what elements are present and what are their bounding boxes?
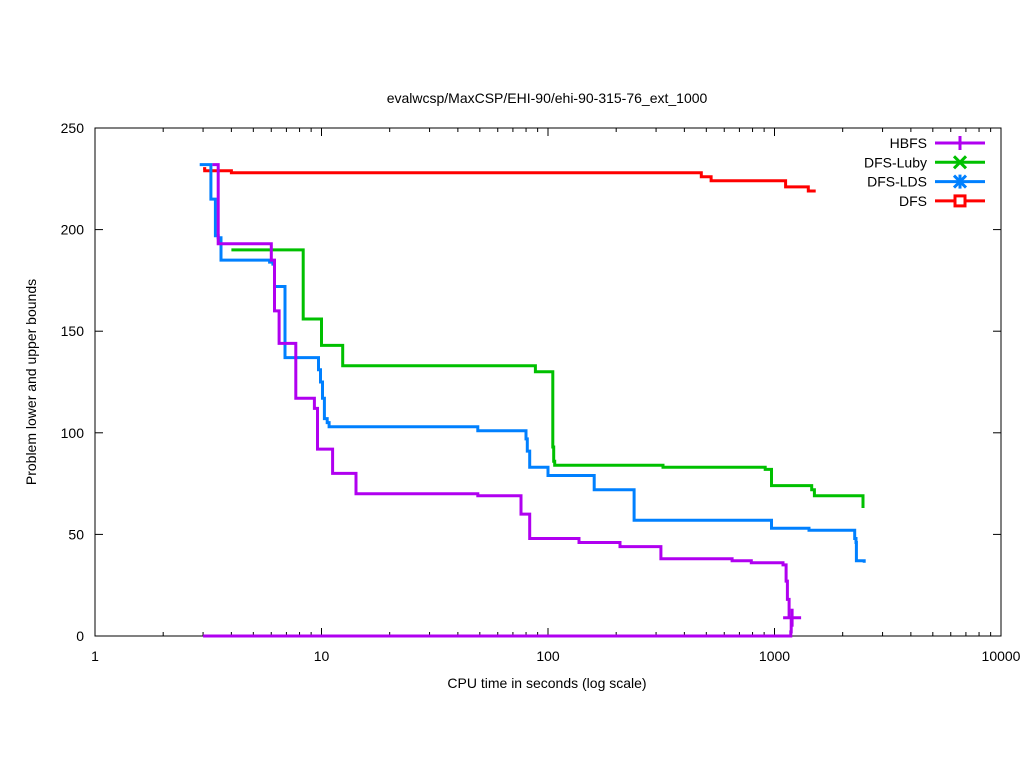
series-lines [199,163,866,638]
series-hbfs-upper-bound [212,163,791,618]
legend-item-dfs: DFS [899,193,985,209]
x-tick-label: 10000 [982,648,1021,664]
x-axis-tick-labels: 1 10 100 1000 10000 [91,648,1021,664]
legend: HBFS DFS-Luby DFS-LDS DFS [864,135,985,209]
series-dfs-luby-upper-bound [231,248,865,508]
legend-label: DFS-Luby [864,154,927,170]
legend-item-hbfs: HBFS [890,135,985,151]
legend-label: DFS [899,193,927,209]
y-tick-label: 250 [61,120,85,136]
x-tick-label: 1000 [759,648,790,664]
legend-marker-asterisk-icon [952,174,968,189]
legend-marker-x-icon [952,155,968,170]
series-hbfs-marker [783,608,802,627]
x-tick-label: 10 [314,648,330,664]
y-axis-label: Problem lower and upper bounds [23,279,39,485]
y-tick-label: 100 [61,425,85,441]
chart-title: evalwcsp/MaxCSP/EHI-90/ehi-90-315-76_ext… [387,90,708,106]
series-hbfs-lower-bound [203,617,793,638]
x-axis-label: CPU time in seconds (log scale) [447,675,646,691]
y-axis-tick-labels: 0 50 100 150 200 250 [61,120,85,644]
legend-item-dfs-lds: DFS-LDS [867,174,985,190]
x-tick-label: 100 [536,648,560,664]
y-tick-label: 50 [68,526,84,542]
x-tick-label: 1 [91,648,99,664]
y-tick-label: 0 [76,628,84,644]
y-tick-label: 200 [61,222,85,238]
legend-label: DFS-LDS [867,174,927,190]
y-axis-ticks [95,127,1001,637]
y-tick-label: 150 [61,323,85,339]
legend-label: HBFS [890,135,927,151]
legend-item-dfs-luby: DFS-Luby [864,154,985,170]
x-axis-ticks [94,128,1002,636]
series-dfs-upper-bound [203,167,816,193]
series-dfs-lds-upper-bound [199,163,866,563]
legend-marker-square-icon [953,194,967,208]
